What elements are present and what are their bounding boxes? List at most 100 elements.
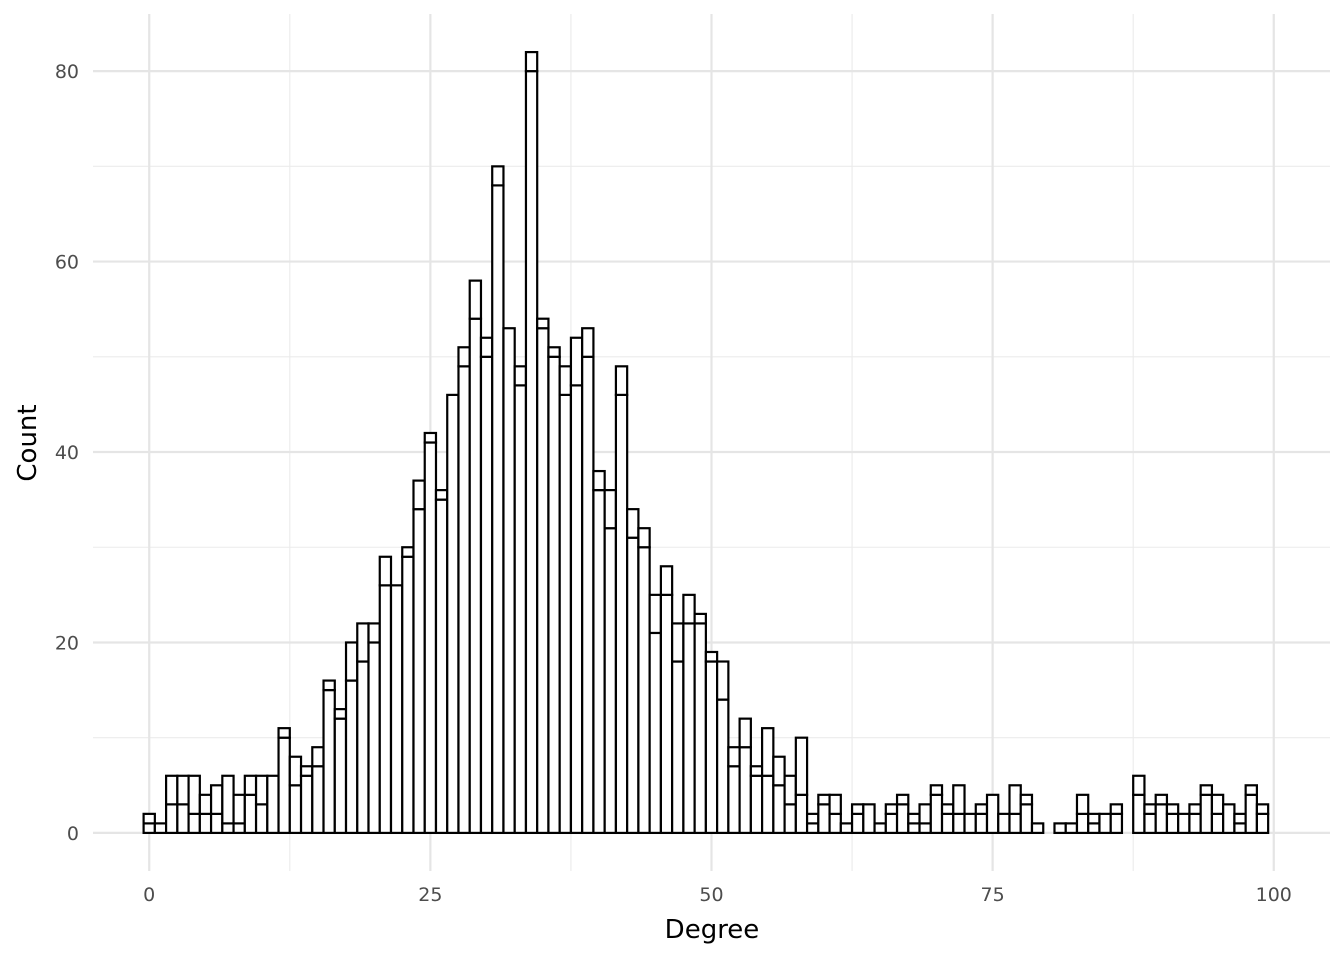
histogram-bar-segment: [907, 822, 921, 835]
histogram-bar-segment: [603, 489, 618, 530]
histogram-bar-segment: [1075, 793, 1090, 815]
histogram-bar-segment: [659, 565, 674, 596]
histogram-bar-segment: [581, 327, 595, 358]
histogram-bar-segment: [311, 765, 325, 835]
histogram-bar-segment: [1098, 812, 1112, 835]
histogram-bar-segment: [693, 622, 707, 835]
histogram-bar-segment: [1233, 822, 1247, 835]
histogram-bar-segment: [1154, 793, 1169, 806]
histogram-bar-segment: [783, 803, 797, 835]
histogram-bar-segment: [1210, 793, 1225, 815]
histogram-bar-segment: [592, 489, 606, 835]
histogram-bar-segment: [907, 812, 921, 825]
histogram-bar-segment: [176, 803, 190, 835]
histogram-bar-segment: [547, 346, 561, 358]
histogram-bar-segment: [1199, 784, 1214, 796]
histogram-bar-segment: [1143, 803, 1157, 815]
histogram-bar-segment: [356, 660, 370, 835]
histogram-bar-segment: [513, 365, 528, 387]
histogram-bar-segment: [1165, 803, 1180, 815]
y-axis-title: Count: [13, 404, 43, 481]
histogram-bar-segment: [333, 717, 348, 835]
histogram-bar-segment: [727, 765, 741, 835]
histogram-bar-segment: [434, 498, 449, 835]
histogram-bar-segment: [873, 822, 887, 835]
histogram-bar-segment: [817, 793, 831, 806]
histogram-bar-segment: [232, 793, 246, 825]
histogram-bar-segment: [761, 727, 775, 777]
histogram-bar-segment: [367, 641, 381, 835]
histogram-bar-segment: [277, 736, 291, 835]
histogram-bar-segment: [1188, 812, 1202, 835]
histogram-bar-segment: [626, 508, 640, 539]
histogram-bar-segment: [378, 555, 393, 587]
histogram-bar-segment: [997, 812, 1011, 835]
histogram-bar-segment: [884, 803, 899, 815]
histogram-bar-segment: [288, 784, 303, 835]
histogram-bar-segment: [412, 508, 426, 835]
histogram-bar-segment: [1188, 803, 1202, 815]
histogram-bar-segment: [1255, 803, 1270, 815]
histogram-bar-segment: [1008, 812, 1022, 835]
histogram-bar-segment: [198, 812, 213, 835]
histogram-bar-segment: [468, 279, 483, 320]
histogram-bar-segment: [884, 812, 899, 835]
histogram-bar-segment: [299, 774, 314, 835]
histogram-bar-segment: [412, 479, 426, 511]
histogram-bar-segment: [704, 650, 719, 663]
histogram-bar-segment: [828, 793, 842, 815]
histogram-bar-segment: [232, 822, 246, 835]
histogram-bar-segment: [1244, 784, 1259, 796]
histogram-bar-segment: [311, 746, 325, 768]
histogram-bar-segment: [322, 679, 336, 692]
histogram-bar-segment: [974, 812, 989, 835]
histogram-bar-segment: [895, 803, 910, 835]
histogram-bar-segment: [356, 622, 370, 663]
histogram-bar-segment: [1019, 803, 1034, 835]
histogram-bar-segment: [254, 774, 269, 806]
histogram-bar-segment: [614, 393, 629, 835]
histogram-bar-segment: [468, 317, 483, 835]
histogram-bar-segment: [648, 593, 662, 635]
y-tick-label: 20: [55, 632, 79, 654]
x-tick-label: 0: [143, 884, 155, 906]
histogram-bar-segment: [727, 746, 741, 768]
histogram-bar-segment: [164, 803, 179, 835]
histogram-bar-segment: [648, 631, 662, 835]
histogram-bar-segment: [1154, 803, 1169, 835]
histogram-bar-segment: [805, 812, 820, 825]
histogram-bar-segment: [1199, 793, 1214, 835]
histogram-bar-segment: [918, 822, 932, 835]
histogram-bar-segment: [344, 679, 359, 835]
y-tick-label: 60: [55, 252, 79, 274]
histogram-bar-segment: [592, 469, 606, 492]
histogram-bar-segment: [446, 393, 460, 835]
histogram-bar-segment: [704, 660, 719, 835]
histogram-bar-segment: [164, 774, 179, 806]
histogram-bar-segment: [221, 822, 235, 835]
histogram-bars: [142, 50, 1270, 835]
histogram-bar-segment: [221, 774, 235, 825]
histogram-bar-segment: [738, 717, 752, 749]
histogram-bar-segment: [153, 822, 168, 835]
histogram-bar-segment: [254, 803, 269, 835]
histogram-bar-segment: [963, 812, 977, 835]
x-tick-label: 25: [418, 884, 442, 906]
histogram-bar-segment: [243, 793, 258, 835]
histogram-bar-segment: [288, 755, 303, 787]
y-tick-label: 80: [55, 61, 79, 83]
histogram-bar-segment: [1064, 822, 1079, 835]
histogram-bar-segment: [502, 327, 516, 835]
histogram-bar-segment: [1008, 784, 1022, 815]
histogram-bar-segment: [389, 584, 404, 835]
histogram-bar-segment: [862, 803, 876, 835]
histogram-bar-segment: [423, 431, 438, 444]
histogram-bar-segment: [974, 803, 989, 815]
tick-labels: 0 25 50 75 100 0 20 40 60 80: [55, 61, 1292, 906]
histogram-bar-segment: [794, 793, 809, 835]
histogram-bar-segment: [558, 393, 573, 835]
histogram-bar-segment: [344, 641, 359, 682]
histogram-bar-segment: [693, 612, 707, 625]
histogram-bar-segment: [1132, 774, 1146, 796]
